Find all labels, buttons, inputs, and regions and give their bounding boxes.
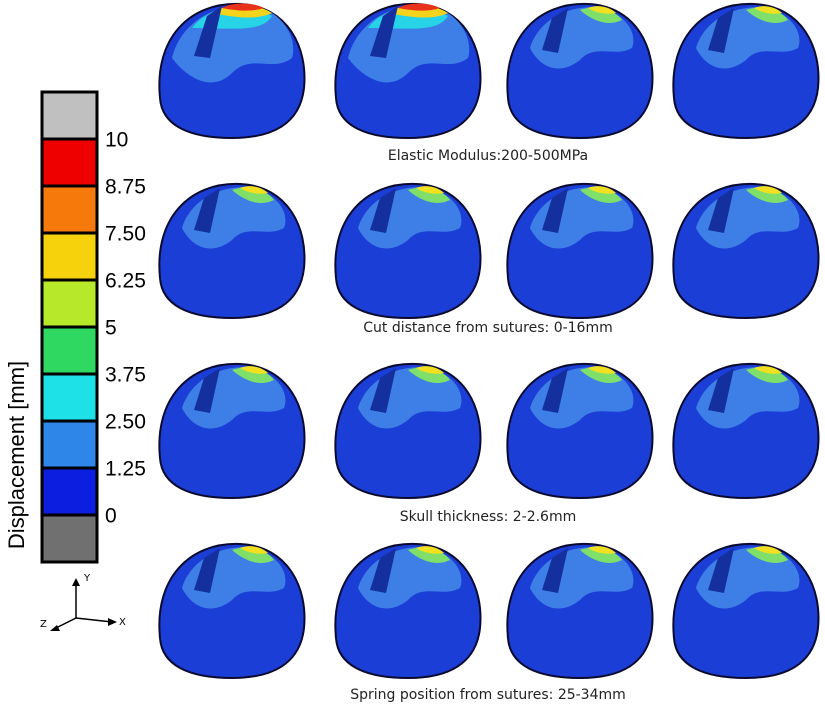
legend-swatch [42, 515, 97, 562]
legend-label: 6.25 [105, 270, 146, 293]
legend-swatch [42, 139, 97, 186]
legend-label: 7.50 [105, 223, 146, 246]
skull-model [507, 4, 652, 138]
legend-label: 5 [105, 317, 117, 340]
figure: 10 8.75 7.50 6.25 5 3.75 2.50 1.25 0 Displacemen… [0, 0, 825, 709]
axis-triad: Y Z X [40, 573, 126, 631]
skull-model [507, 544, 652, 678]
skull-model [159, 4, 304, 139]
legend-label: 10 [105, 129, 128, 152]
legend-swatch [42, 280, 97, 327]
row-caption: Skull thickness: 2-2.6mm [400, 509, 576, 525]
legend-swatch [42, 327, 97, 374]
skull-model [159, 544, 304, 678]
axis-label: Z [40, 619, 47, 630]
skull-model [673, 4, 818, 138]
skull-model [335, 544, 480, 678]
skull-model [673, 544, 818, 678]
row-caption: Elastic Modulus:200-500MPa [388, 148, 588, 164]
legend-label: 1.25 [105, 458, 146, 481]
skull-model [335, 4, 480, 139]
legend-swatch [42, 92, 97, 139]
legend-label: 0 [105, 505, 117, 528]
skull-model [507, 184, 652, 318]
skull-model [507, 364, 652, 498]
legend-swatch [42, 468, 97, 515]
legend-swatch [42, 233, 97, 280]
legend-title: Displacement [mm] [4, 361, 29, 549]
legend-swatch [42, 374, 97, 421]
legend-label: 8.75 [105, 176, 146, 199]
axis-label: X [119, 617, 126, 628]
skull-grid [159, 4, 818, 679]
legend-swatch [42, 186, 97, 233]
skull-model [335, 184, 480, 318]
skull-model [335, 364, 480, 498]
skull-model [673, 184, 818, 318]
skull-model [159, 364, 304, 498]
row-caption: Spring position from sutures: 25-34mm [350, 687, 626, 703]
legend-swatch [42, 421, 97, 468]
legend-label: 2.50 [105, 411, 146, 434]
legend-label: 3.75 [105, 364, 146, 387]
row-caption: Cut distance from sutures: 0-16mm [363, 320, 613, 336]
color-legend: 10 8.75 7.50 6.25 5 3.75 2.50 1.25 0 [42, 92, 146, 562]
axis-label: Y [83, 573, 91, 584]
skull-model [673, 364, 818, 498]
skull-model [159, 184, 304, 318]
